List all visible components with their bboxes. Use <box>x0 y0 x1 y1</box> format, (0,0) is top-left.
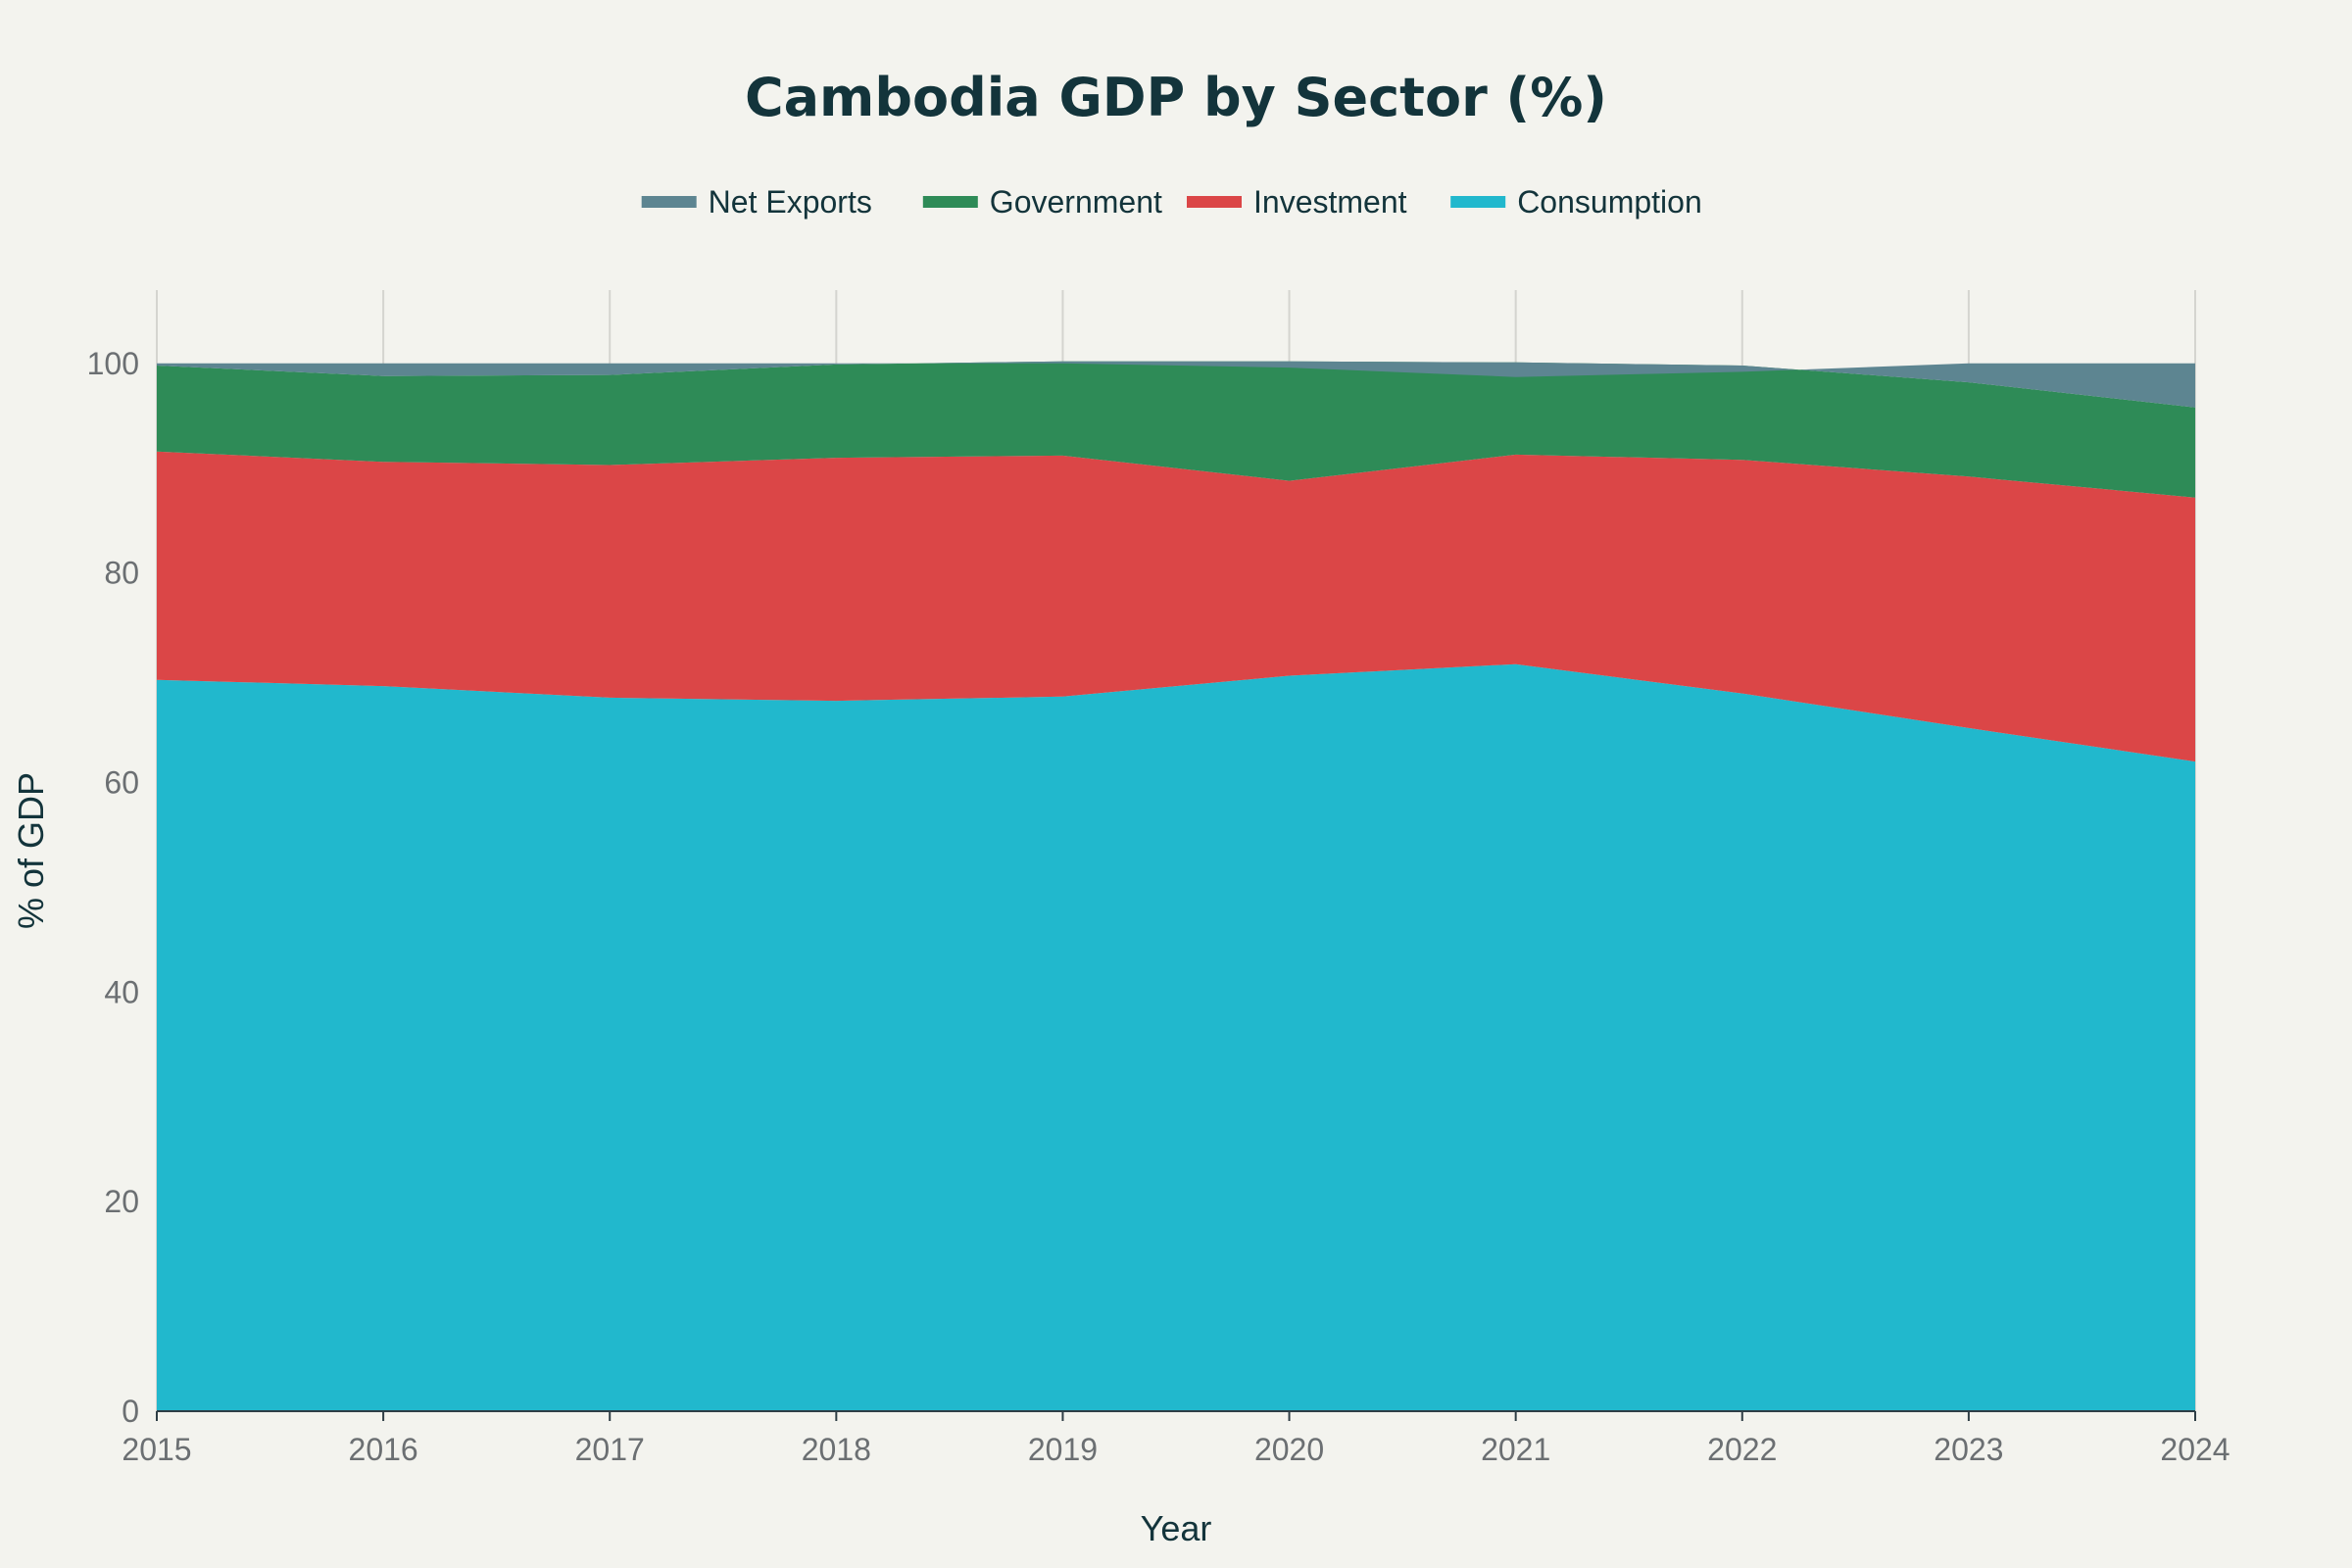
y-tick-label-20: 20 <box>104 1184 139 1219</box>
legend-label-investment: Investment <box>1253 184 1407 220</box>
y-axis-title: % of GDP <box>11 772 51 929</box>
x-tick-label-2019: 2019 <box>1028 1432 1098 1467</box>
y-tick-label-0: 0 <box>122 1394 139 1429</box>
x-tick-label-2016: 2016 <box>349 1432 418 1467</box>
x-tick-label-2020: 2020 <box>1254 1432 1324 1467</box>
legend: Net Exports Government Investment Consumpti… <box>641 184 1702 220</box>
area-net-exports <box>157 361 2195 408</box>
legend-label-government: Government <box>990 184 1162 220</box>
legend-item-net-exports: Net Exports <box>641 184 872 220</box>
legend-swatch-government <box>922 196 978 208</box>
legend-item-investment: Investment <box>1187 184 1407 220</box>
area-layers <box>157 361 2195 1411</box>
y-tick-label-60: 60 <box>104 765 139 801</box>
chart-title: Cambodia GDP by Sector (%) <box>745 67 1607 128</box>
legend-label-net-exports: Net Exports <box>709 184 872 220</box>
y-tick-label-80: 80 <box>104 556 139 591</box>
legend-swatch-net-exports <box>641 196 697 208</box>
legend-swatch-consumption <box>1450 196 1506 208</box>
x-tick-label-2021: 2021 <box>1481 1432 1550 1467</box>
x-tick-label-2023: 2023 <box>1934 1432 2003 1467</box>
x-tick-label-2022: 2022 <box>1707 1432 1777 1467</box>
area-government <box>157 361 2195 498</box>
x-tick-label-2024: 2024 <box>2160 1432 2230 1467</box>
x-axis: 2015 2016 2017 2018 2019 2020 2021 2022 2023 2024 <box>122 1410 2230 1467</box>
area-investment <box>157 451 2195 762</box>
y-tick-label-40: 40 <box>104 974 139 1009</box>
x-tick-label-2015: 2015 <box>122 1432 191 1467</box>
legend-swatch-investment <box>1187 196 1242 208</box>
x-tick-label-2017: 2017 <box>575 1432 645 1467</box>
legend-item-consumption: Consumption <box>1450 184 1702 220</box>
x-tick-label-2018: 2018 <box>802 1432 871 1467</box>
legend-label-consumption: Consumption <box>1517 184 1702 220</box>
legend-item-government: Government <box>922 184 1162 220</box>
y-tick-label-100: 100 <box>87 346 139 381</box>
area-consumption <box>157 663 2195 1411</box>
y-axis: 0 20 40 60 80 100 <box>87 346 139 1429</box>
x-axis-title: Year <box>1141 1508 1212 1548</box>
